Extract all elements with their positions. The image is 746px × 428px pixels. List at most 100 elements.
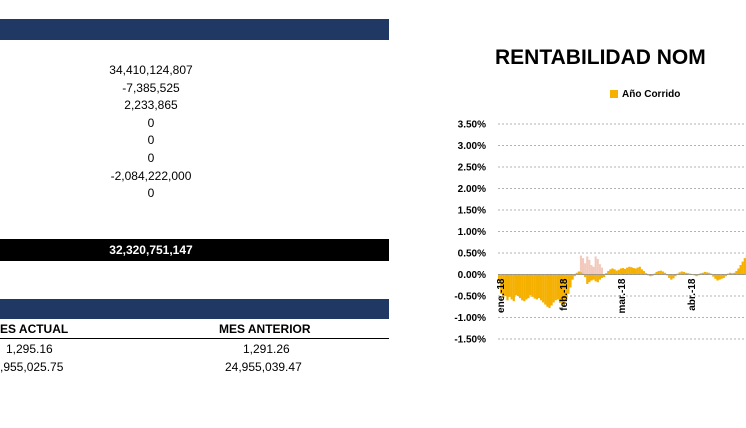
series-bar	[579, 272, 583, 275]
series-bar	[603, 274, 606, 278]
series-bar	[684, 272, 688, 275]
summary-values: 34,410,124,807 -7,385,525 2,233,865 0 0 …	[86, 63, 216, 204]
row-previous-value: 24,955,039.47	[225, 360, 302, 374]
summary-header-bar	[0, 19, 389, 40]
series-bar	[720, 274, 723, 279]
summary-value: -2,084,222,000	[110, 168, 192, 183]
chart-title: RENTABILIDAD NOM	[495, 46, 706, 69]
y-tick-label: -1.50%	[454, 335, 486, 346]
series-bar	[674, 274, 677, 277]
summary-total-bar: 32,320,751,147	[0, 239, 389, 261]
series-bar	[663, 272, 667, 275]
series-bar	[733, 272, 736, 275]
series-bar	[550, 274, 553, 306]
series-bar	[672, 274, 675, 279]
series-bar	[611, 268, 614, 275]
series-bar	[548, 274, 551, 309]
series-bar	[573, 274, 576, 277]
y-tick-label: 0.00%	[458, 270, 486, 281]
series-bar	[537, 274, 541, 299]
series-bar	[502, 274, 505, 299]
header-divider	[0, 338, 389, 339]
faded-bar	[596, 259, 599, 275]
series-bar	[722, 274, 725, 278]
x-tick-label: mar.-18	[617, 278, 628, 313]
series-bar	[594, 274, 597, 282]
series-bar	[584, 274, 587, 278]
series-bar	[552, 274, 555, 303]
y-tick-label: 3.50%	[458, 120, 486, 131]
series-bar	[567, 274, 570, 294]
unit-header-bar	[0, 299, 389, 319]
series-bar	[621, 268, 625, 275]
series-bar	[588, 274, 591, 283]
series-bar	[628, 266, 631, 275]
series-bar	[636, 267, 639, 275]
faded-bar	[586, 256, 589, 275]
series-bar	[519, 274, 522, 299]
series-bar	[527, 274, 530, 299]
series-bar	[714, 274, 717, 279]
series-bar	[634, 268, 637, 275]
series-bar	[630, 267, 633, 275]
y-tick-label: 0.50%	[458, 249, 486, 260]
series-bar	[624, 268, 627, 275]
row-previous-value: 1,291.26	[243, 342, 290, 356]
series-bar	[743, 258, 746, 275]
series-bar	[661, 271, 664, 275]
series-bar	[544, 274, 547, 305]
series-bar	[565, 274, 568, 301]
faded-bar	[590, 265, 593, 275]
series-bar	[523, 274, 526, 302]
faded-bar	[588, 259, 591, 275]
chart-plot: 3.50% 3.00% 2.50% 2.00% 1.50% 1.00% 0.50% 0.00%…	[454, 120, 746, 346]
summary-value: -7,385,525	[122, 80, 180, 95]
series-bar	[699, 273, 702, 275]
series-bar	[726, 273, 730, 275]
series-bar	[678, 272, 681, 275]
series-bar	[632, 268, 635, 275]
series-bar	[556, 274, 559, 300]
series-bar	[649, 274, 652, 277]
series-bar	[506, 274, 509, 301]
y-tick-label: 3.00%	[458, 141, 486, 152]
series-bar	[626, 267, 629, 275]
series-bar	[695, 274, 698, 277]
series-bar	[735, 271, 738, 275]
series-bar	[731, 273, 734, 275]
x-tick-label: abr.-18	[687, 278, 698, 311]
summary-value: 0	[147, 115, 155, 130]
summary-total-value: 32,320,751,147	[109, 243, 193, 257]
series-bar	[546, 274, 549, 307]
series-bar	[647, 274, 650, 276]
y-tick-label: 2.00%	[458, 184, 486, 195]
series-bar	[737, 268, 740, 275]
series-bar	[510, 274, 513, 300]
series-bar	[600, 274, 604, 278]
faded-bar	[579, 255, 582, 275]
series-bar	[569, 274, 572, 288]
series-bar	[533, 274, 536, 299]
series-bar	[615, 270, 618, 275]
legend-swatch	[610, 90, 618, 99]
series-bar	[586, 274, 589, 284]
series-bar	[729, 272, 732, 275]
series-bar	[653, 273, 656, 275]
series-bar	[531, 274, 534, 297]
series-bar	[701, 272, 704, 275]
series-bar	[554, 274, 557, 301]
y-tick-label: 2.50%	[458, 163, 486, 174]
series-bar	[563, 274, 566, 304]
series-bar	[607, 271, 610, 275]
faded-bar	[598, 264, 601, 275]
series-bar	[718, 274, 721, 280]
summary-value: 2,233,865	[124, 98, 178, 113]
series-bar	[558, 274, 562, 303]
series-bar	[504, 274, 507, 296]
summary-value: 0	[147, 186, 155, 201]
series-bar	[582, 273, 585, 275]
series-bar	[609, 269, 612, 275]
series-bar	[642, 271, 646, 275]
series-bar	[500, 274, 503, 294]
summary-value: 0	[147, 150, 155, 165]
